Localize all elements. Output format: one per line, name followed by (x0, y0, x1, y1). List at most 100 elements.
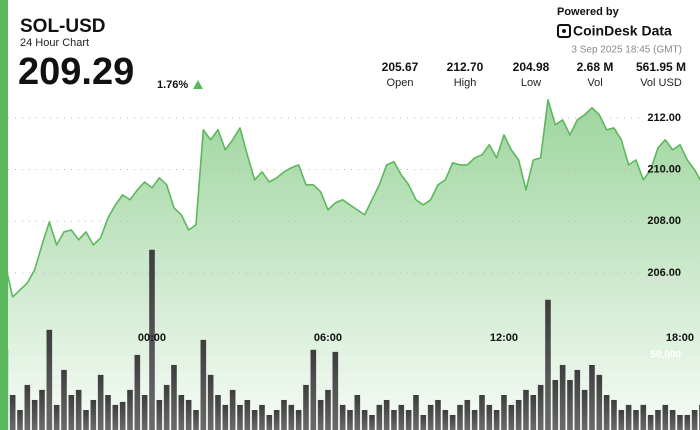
volume-bar (354, 394, 361, 430)
volume-bar (559, 364, 566, 430)
volume-bar (537, 384, 544, 430)
volume-bar (68, 394, 75, 430)
volume-bar (332, 351, 339, 430)
volume-bar (105, 394, 111, 430)
volume-bar (31, 399, 38, 430)
volume-bar (325, 389, 331, 430)
volume-bar (339, 404, 346, 430)
volume-bar (383, 399, 390, 430)
volume-bar (435, 399, 441, 430)
volume-bar (273, 410, 280, 430)
volume-bar (119, 401, 126, 430)
volume-bar (361, 410, 368, 430)
volume-bar (633, 410, 639, 430)
volume-bar (207, 374, 214, 430)
volume-bar (369, 414, 375, 430)
y2-tick-label: 100,000 (645, 274, 682, 285)
volume-bar (288, 404, 295, 430)
volume-bar (347, 410, 353, 430)
brand-logo (557, 24, 571, 38)
volume-bar (391, 410, 397, 430)
volume-bar (508, 404, 515, 430)
volume-bar (156, 399, 163, 430)
volume-bar (611, 399, 617, 430)
y-tick-label: 212.00 (647, 112, 681, 124)
volume-bar (552, 379, 559, 430)
volume-bar (112, 404, 119, 430)
volume-bar (185, 399, 192, 430)
volume-bar (266, 414, 273, 430)
volume-bar (596, 374, 603, 430)
volume-bar (97, 374, 104, 430)
volume-bar (457, 404, 463, 430)
volume-bar (684, 414, 691, 430)
price-area (5, 99, 700, 430)
subtitle: 24 Hour Chart (20, 37, 89, 49)
volume-bar (420, 414, 427, 430)
volume-bar (163, 384, 170, 430)
volume-bar (75, 389, 82, 430)
volume-bar (669, 410, 676, 430)
y-tick-label: 206.00 (647, 267, 681, 279)
y-tick-label: 208.00 (647, 215, 681, 227)
stat-label: Open (387, 77, 414, 89)
volume-bar (523, 389, 529, 430)
volume-bar (625, 404, 632, 430)
up-arrow (193, 80, 203, 89)
stat-value: 212.70 (447, 60, 484, 74)
volume-bar (193, 410, 199, 430)
stat-value: 2.68 M (577, 60, 614, 74)
volume-bar (259, 404, 265, 430)
change: 1.76% (157, 79, 188, 91)
volume-bar (574, 369, 581, 430)
volume-bar (141, 394, 148, 430)
volume-bar (149, 249, 155, 430)
volume-bar (46, 329, 53, 430)
volume-bar (647, 414, 654, 430)
volume-bar (640, 404, 647, 430)
volume-bar (662, 404, 669, 430)
volume-bar (251, 410, 258, 430)
volume-bar (237, 404, 243, 430)
volume-bar (493, 410, 500, 430)
volume-bar (229, 389, 236, 430)
volume-bar (134, 354, 141, 430)
volume-bar (413, 394, 419, 430)
volume-bar (24, 384, 31, 430)
volume-bar (545, 299, 551, 430)
price-line (4, 98, 700, 298)
volume-bar (589, 364, 595, 430)
volume-bar (398, 404, 405, 430)
volume-bar (603, 394, 610, 430)
volume-bar (376, 404, 383, 430)
volume-bar (449, 414, 456, 430)
stat-value: 205.67 (382, 60, 419, 74)
volume-bar (442, 410, 449, 430)
x-tick-label: 06:00 (314, 332, 342, 344)
y-tick-label: 210.00 (647, 163, 681, 175)
volume-bar (215, 394, 221, 430)
volume-bar (17, 410, 23, 430)
volume-bar (471, 410, 478, 430)
volume-bar (677, 414, 683, 430)
volume-bar (171, 364, 177, 430)
volume-bar (691, 410, 698, 430)
stat-label: Vol USD (640, 77, 682, 89)
volume-bar (618, 410, 625, 430)
stat-value: 561.95 M (636, 60, 686, 74)
volume-bar (281, 399, 287, 430)
volume-bar (61, 369, 67, 430)
volume-bar (83, 410, 89, 430)
volume-bar (200, 339, 207, 430)
volume-bar (515, 399, 522, 430)
volume-bar (178, 394, 185, 430)
volume-bar (39, 389, 45, 430)
stat-value: 204.98 (513, 60, 550, 74)
volume-bar (317, 399, 324, 430)
volume-bar (479, 394, 485, 430)
volume-bar (655, 410, 661, 430)
x-tick-label: 18:00 (666, 332, 694, 344)
volume-bar (405, 410, 412, 430)
volume-bar (90, 399, 97, 430)
